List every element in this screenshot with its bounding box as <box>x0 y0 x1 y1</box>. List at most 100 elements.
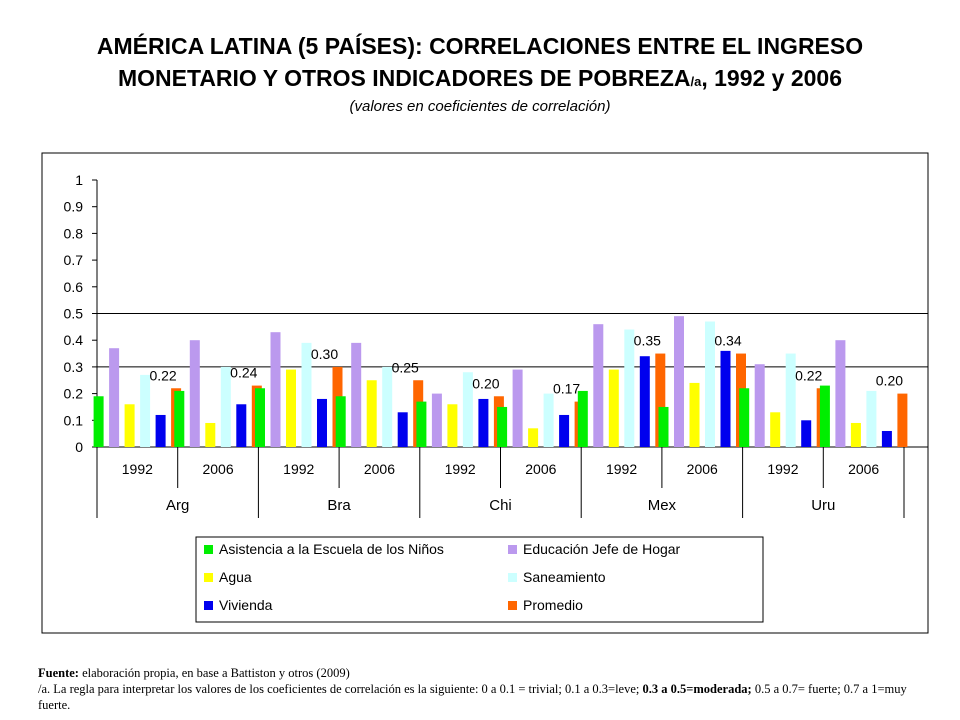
bar-1 <box>93 396 104 447</box>
bar-3 <box>286 369 296 447</box>
note-end: 0.5 a 0.7= fuerte; 0.7 a 1=muy fuerte. <box>38 682 907 712</box>
y-tick-label: 1 <box>75 172 83 188</box>
bar-3 <box>770 412 781 447</box>
bar-5 <box>478 398 489 447</box>
country-label: Bra <box>327 497 351 514</box>
year-label: 2006 <box>848 461 879 477</box>
y-tick-label: 0.3 <box>64 359 84 375</box>
bar-4 <box>866 390 877 447</box>
note-bold: 0.3 a 0.5=moderada; <box>642 682 752 696</box>
year-label: 1992 <box>122 461 153 477</box>
data-label: 0.22 <box>795 367 822 383</box>
bar-3 <box>205 422 216 447</box>
interpretation-note: /a. La regla para interpretar los valore… <box>38 681 938 713</box>
bar-1 <box>174 390 185 447</box>
bar-5 <box>236 404 247 447</box>
year-label: 1992 <box>767 461 798 477</box>
bar-2 <box>835 340 846 447</box>
data-label: 0.34 <box>714 333 741 349</box>
chart-title-footnote-mark: /a <box>690 74 702 89</box>
bar-4 <box>705 321 715 447</box>
y-tick-label: 0.9 <box>64 199 84 215</box>
data-label: 0.17 <box>553 381 580 397</box>
source-text: elaboración propia, en base a Battiston … <box>78 666 350 680</box>
bar-1 <box>819 385 830 447</box>
y-tick-label: 0.1 <box>64 412 84 428</box>
data-label: 0.30 <box>311 346 338 362</box>
note-text: /a. La regla para interpretar los valore… <box>38 682 643 696</box>
data-label: 0.25 <box>392 359 419 375</box>
bar-1 <box>497 406 508 447</box>
legend-label-1: Asistencia a la Escuela de los Niños <box>219 541 444 557</box>
source-label: Fuente: <box>38 666 79 680</box>
bar-2 <box>270 332 281 447</box>
bar-3 <box>124 404 135 447</box>
bar-5 <box>720 350 731 447</box>
y-tick-label: 0.7 <box>64 252 84 268</box>
chart-title: AMÉRICA LATINA (5 PAÍSES): CORRELACIONES… <box>0 30 960 98</box>
bar-2 <box>351 342 362 447</box>
chart-subtitle: (valores en coeficientes de correlación) <box>349 98 611 115</box>
data-label: 0.22 <box>149 367 176 383</box>
bar-4 <box>382 366 393 447</box>
data-label: 0.20 <box>472 375 499 391</box>
country-label: Arg <box>166 497 189 514</box>
bar-4 <box>220 366 231 447</box>
legend-label-2: Educación Jefe de Hogar <box>523 541 681 557</box>
bar-5 <box>155 414 166 447</box>
bar-6 <box>897 393 908 447</box>
data-label: 0.35 <box>634 333 661 349</box>
bar-3 <box>528 428 539 447</box>
country-label: Chi <box>489 497 512 514</box>
data-label: 0.20 <box>876 373 903 389</box>
year-label: 1992 <box>606 461 637 477</box>
bar-2 <box>189 340 200 447</box>
bar-1 <box>335 396 346 447</box>
bar-6 <box>655 353 666 447</box>
legend-label-5: Vivienda <box>219 597 273 613</box>
bar-5 <box>559 414 570 447</box>
bar-3 <box>447 404 458 447</box>
country-label: Uru <box>811 497 835 514</box>
bar-5 <box>639 356 650 447</box>
source-note: Fuente: elaboración propia, en base a Ba… <box>38 665 938 681</box>
chart-title-line1: AMÉRICA LATINA (5 PAÍSES): CORRELACIONES… <box>96 33 864 59</box>
y-tick-label: 0.2 <box>64 386 84 402</box>
y-tick-label: 0.4 <box>64 332 84 348</box>
bar-1 <box>416 401 427 447</box>
bar-4 <box>462 372 473 447</box>
year-label: 2006 <box>525 461 556 477</box>
bar-1 <box>658 406 669 447</box>
bar-5 <box>397 412 408 447</box>
y-tick-label: 0.6 <box>64 279 84 295</box>
bar-4 <box>785 353 796 447</box>
bar-1 <box>255 388 265 447</box>
bar-5 <box>317 398 327 447</box>
year-label: 2006 <box>364 461 395 477</box>
data-label: 0.24 <box>230 365 257 381</box>
bar-1 <box>739 388 750 447</box>
legend-swatch-3 <box>204 573 213 582</box>
bar-2 <box>512 369 523 447</box>
bar-3 <box>608 369 619 447</box>
year-label: 1992 <box>445 461 476 477</box>
bar-4 <box>140 374 151 447</box>
legend-swatch-1 <box>204 545 213 554</box>
chart-title-line2: MONETARIO Y OTROS INDICADORES DE POBREZA… <box>0 62 960 98</box>
legend-box <box>195 536 764 623</box>
chart-title-line2-end: , 1992 y 2006 <box>701 65 843 91</box>
bar-3 <box>366 380 377 447</box>
bar-2 <box>674 316 684 447</box>
bar-5 <box>881 430 892 447</box>
legend-label-4: Saneamiento <box>523 569 606 585</box>
bar-4 <box>543 393 554 447</box>
chart-title-line2-main: MONETARIO Y OTROS INDICADORES DE POBREZA <box>117 65 691 91</box>
country-label: Mex <box>648 497 677 514</box>
bar-5 <box>801 420 812 447</box>
year-label: 2006 <box>687 461 718 477</box>
bar-2 <box>754 364 765 447</box>
legend-swatch-6 <box>508 601 517 610</box>
y-tick-label: 0.8 <box>64 225 84 241</box>
legend-swatch-4 <box>508 573 517 582</box>
